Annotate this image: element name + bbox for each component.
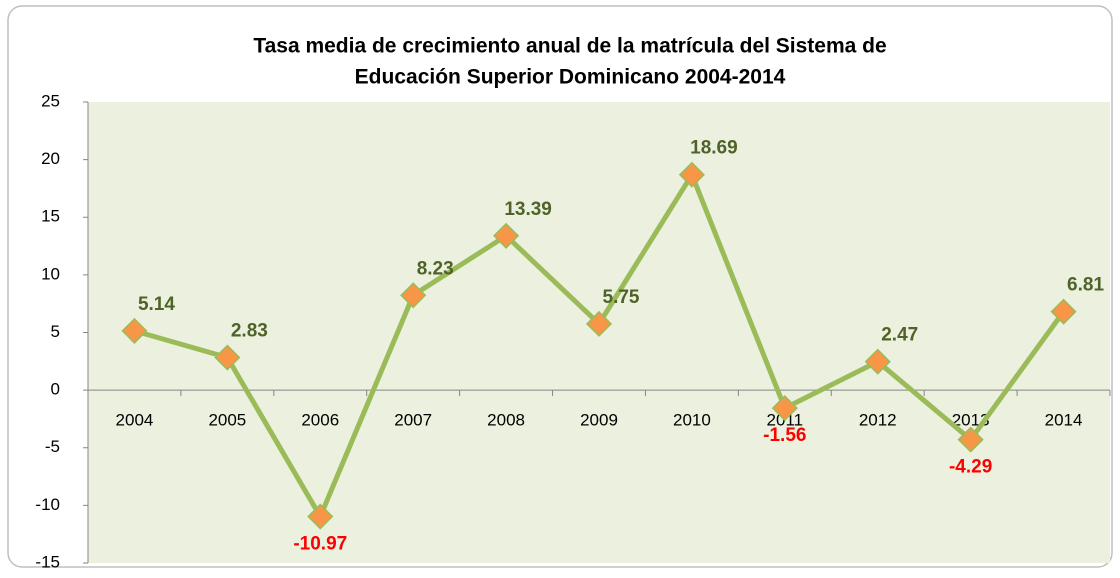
marker [307, 503, 334, 530]
marker [957, 426, 984, 453]
y-tick-label: 20 [41, 149, 60, 168]
y-tick-label: 0 [51, 380, 60, 399]
marker [678, 161, 705, 188]
data-label: 5.14 [138, 294, 175, 315]
x-tick-label: 2007 [394, 411, 432, 430]
y-tick-label: 10 [41, 264, 60, 283]
marker [1050, 298, 1077, 325]
x-tick-label: 2005 [208, 411, 246, 430]
x-tick-label: 2014 [1045, 411, 1083, 430]
x-tick-label: 2012 [859, 411, 897, 430]
x-tick-label: 2006 [301, 411, 339, 430]
y-tick-label: 5 [51, 322, 60, 341]
data-label: 2.83 [231, 321, 268, 342]
x-tick-label: 2009 [580, 411, 618, 430]
data-label: 6.81 [1067, 275, 1104, 296]
y-tick-label: -5 [45, 437, 60, 456]
y-tick-label: -15 [35, 552, 60, 571]
marker [400, 282, 427, 309]
marker [493, 222, 520, 249]
marker [214, 344, 241, 371]
marker [864, 348, 891, 375]
data-label: 18.69 [690, 138, 738, 159]
chart-title: Educación Superior Dominicano 2004-2014 [355, 66, 786, 89]
data-label: 5.75 [603, 287, 640, 308]
marker [771, 395, 798, 422]
marker [121, 317, 148, 344]
data-label: 13.39 [504, 199, 552, 220]
y-tick-label: -10 [35, 495, 60, 514]
data-label: -10.97 [293, 534, 347, 555]
y-tick-label: 25 [41, 91, 60, 110]
data-label: -1.56 [763, 425, 806, 446]
marker [585, 310, 613, 337]
y-tick-label: 15 [41, 207, 60, 226]
data-label: -4.29 [949, 457, 992, 478]
x-tick-label: 2010 [673, 411, 711, 430]
x-tick-label: 2008 [487, 411, 525, 430]
chart-title: Tasa media de crecimiento anual de la ma… [253, 35, 886, 58]
x-tick-label: 2004 [116, 411, 154, 430]
data-label: 8.23 [417, 258, 454, 279]
data-label: 2.47 [881, 325, 918, 346]
